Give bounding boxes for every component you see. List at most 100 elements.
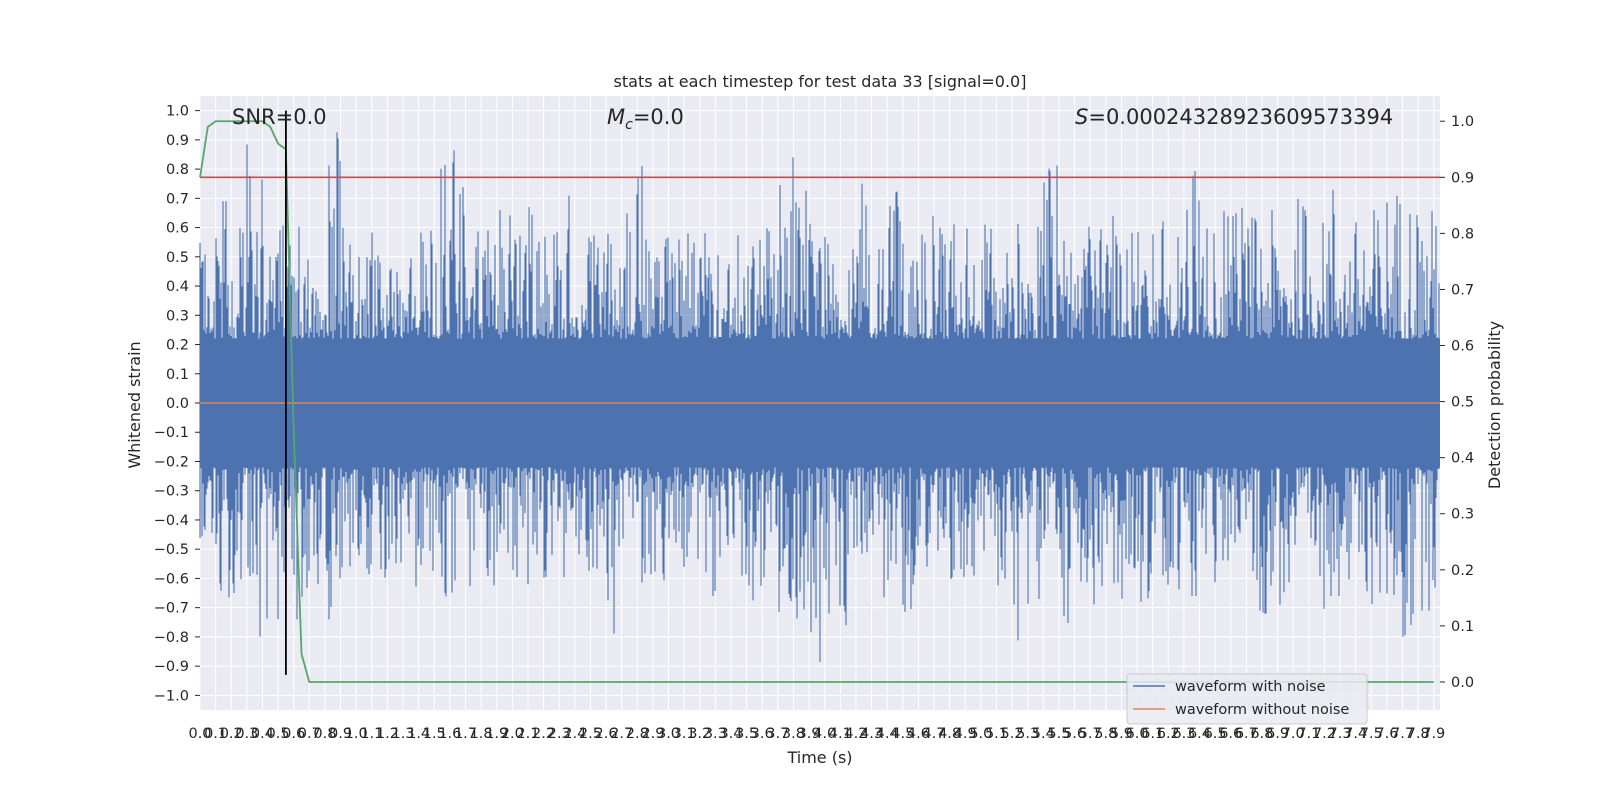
x-tick-label: 3.1 <box>673 726 696 742</box>
y-tick-label: −0.5 <box>154 542 189 558</box>
y2-tick-label: 0.6 <box>1451 339 1474 355</box>
x-tick-label: 6.9 <box>1266 726 1289 742</box>
y2-tick-label: 0.5 <box>1451 395 1474 411</box>
x-tick-label: 1.5 <box>423 726 446 742</box>
x-tick-label: 5.4 <box>1032 726 1055 742</box>
legend-label-clean: waveform without noise <box>1175 702 1349 718</box>
x-tick-label: 7.8 <box>1407 726 1430 742</box>
y-tick-label: 1.0 <box>166 104 189 120</box>
y-tick-label: 0.5 <box>166 250 189 266</box>
x-tick-label: 7.9 <box>1422 726 1445 742</box>
x-tick-label: 4.8 <box>938 726 961 742</box>
x-tick-label: 0.9 <box>329 726 352 742</box>
x-tick-label: 3.8 <box>782 726 805 742</box>
x-tick-label: 2.8 <box>626 726 649 742</box>
x-tick-label: 7.0 <box>1282 726 1305 742</box>
y2-tick-label: 0.3 <box>1451 507 1474 523</box>
x-tick-label: 3.6 <box>751 726 774 742</box>
x-axis-ticks: 0.00.10.20.30.40.50.60.70.80.91.01.11.21… <box>188 726 1445 742</box>
x-tick-label: 0.5 <box>267 726 290 742</box>
y-tick-label: 0.6 <box>166 221 189 237</box>
x-tick-label: 6.1 <box>1141 726 1164 742</box>
x-tick-label: 0.8 <box>313 726 336 742</box>
x-tick-label: 4.9 <box>954 726 977 742</box>
x-tick-label: 7.4 <box>1344 726 1367 742</box>
x-tick-label: 3.5 <box>735 726 758 742</box>
x-tick-label: 4.4 <box>876 726 899 742</box>
y2-tick-label: 0.8 <box>1451 226 1474 242</box>
x-tick-label: 1.7 <box>454 726 477 742</box>
x-tick-label: 7.6 <box>1375 726 1398 742</box>
y-tick-label: −1.0 <box>154 688 189 704</box>
x-tick-label: 4.7 <box>922 726 945 742</box>
y2-tick-label: 0.9 <box>1451 170 1474 186</box>
y-tick-label: 0.3 <box>166 308 189 324</box>
y-tick-label: 0.9 <box>166 133 189 149</box>
x-tick-label: 2.1 <box>516 726 539 742</box>
y-tick-label: −0.6 <box>154 571 189 587</box>
x-tick-label: 4.2 <box>844 726 867 742</box>
x-tick-label: 2.3 <box>548 726 571 742</box>
y-tick-label: 0.1 <box>166 367 189 383</box>
x-tick-label: 6.8 <box>1250 726 1273 742</box>
y2-axis-ticks: 0.0 0.1 0.2 0.3 0.4 0.5 0.6 0.7 0.8 0.9 1.0 <box>1440 114 1474 691</box>
x-tick-label: 2.6 <box>595 726 618 742</box>
y2-tick-label: 0.0 <box>1451 675 1474 691</box>
x-tick-label: 5.5 <box>1047 726 1070 742</box>
y2-tick-label: 1.0 <box>1451 114 1474 130</box>
x-tick-label: 5.8 <box>1094 726 1117 742</box>
x-tick-label: 5.9 <box>1110 726 1133 742</box>
x-tick-label: 6.6 <box>1219 726 1242 742</box>
x-tick-label: 3.2 <box>688 726 711 742</box>
y-tick-label: −0.2 <box>154 454 189 470</box>
x-tick-label: 4.0 <box>813 726 836 742</box>
x-tick-label: 3.0 <box>657 726 680 742</box>
y-tick-label: −0.8 <box>154 630 189 646</box>
x-tick-label: 7.7 <box>1391 726 1414 742</box>
x-tick-label: 4.5 <box>891 726 914 742</box>
x-tick-label: 3.9 <box>798 726 821 742</box>
y-tick-label: 0.2 <box>166 338 189 354</box>
x-tick-label: 6.2 <box>1157 726 1180 742</box>
x-tick-label: 3.4 <box>719 726 742 742</box>
x-tick-label: 6.7 <box>1235 726 1258 742</box>
y-tick-label: −0.1 <box>154 425 189 441</box>
x-tick-label: 2.9 <box>641 726 664 742</box>
x-tick-label: 2.7 <box>610 726 633 742</box>
legend: waveform with noise waveform without noi… <box>1126 673 1368 725</box>
x-tick-label: 2.0 <box>501 726 524 742</box>
y-tick-label: −0.3 <box>154 484 189 500</box>
x-tick-label: 1.4 <box>407 726 430 742</box>
y2-axis-label: Detection probability <box>1485 321 1504 489</box>
chirp-mass-annotation: Mc=0.0 <box>607 105 684 133</box>
y-tick-label: 0.8 <box>166 162 189 178</box>
x-tick-label: 0.7 <box>298 726 321 742</box>
y-tick-label: −0.9 <box>154 659 189 675</box>
x-tick-label: 0.3 <box>235 726 258 742</box>
x-tick-label: 4.1 <box>829 726 852 742</box>
y-tick-label: 0.0 <box>166 396 189 412</box>
x-tick-label: 2.2 <box>532 726 555 742</box>
y-axis-ticks: −1.0 −0.9 −0.8 −0.7 −0.6 −0.5 −0.4 −0.3 −0.2 −0.1… <box>154 104 200 704</box>
x-tick-label: 6.5 <box>1204 726 1227 742</box>
x-tick-label: 2.4 <box>563 726 586 742</box>
x-tick-label: 4.3 <box>860 726 883 742</box>
s-annotation: S=0.00024328923609573394 <box>1075 105 1393 129</box>
y2-tick-label: 0.4 <box>1451 451 1474 467</box>
series-detection-probability <box>199 120 1434 683</box>
x-tick-label: 1.8 <box>470 726 493 742</box>
probability-line <box>199 120 1434 683</box>
x-tick-label: 1.9 <box>485 726 508 742</box>
y-axis-label: Whitened strain <box>125 341 144 468</box>
x-tick-label: 5.0 <box>969 726 992 742</box>
y-tick-label: 0.7 <box>166 191 189 207</box>
x-tick-label: 7.2 <box>1313 726 1336 742</box>
x-tick-label: 5.6 <box>1063 726 1086 742</box>
y-tick-label: −0.4 <box>154 513 189 529</box>
y2-tick-label: 0.2 <box>1451 563 1474 579</box>
x-tick-label: 2.5 <box>579 726 602 742</box>
x-tick-label: 5.7 <box>1079 726 1102 742</box>
x-tick-label: 4.6 <box>907 726 930 742</box>
x-axis-label: Time (s) <box>786 748 852 767</box>
